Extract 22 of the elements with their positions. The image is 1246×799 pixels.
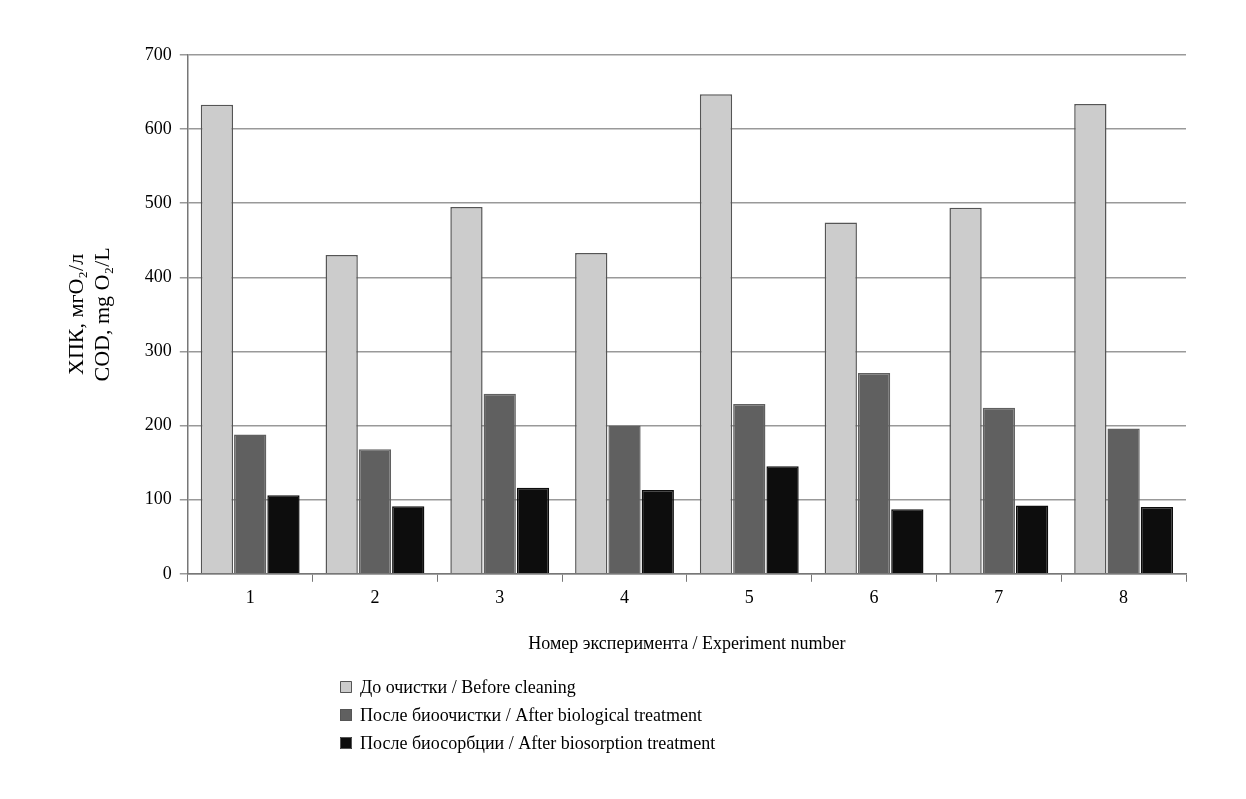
y-tick-label: 600 — [144, 117, 172, 138]
y-tick-label: 400 — [144, 266, 172, 287]
x-tick-label: 6 — [869, 587, 879, 608]
x-tick-label: 2 — [370, 587, 380, 608]
y-tick-label: 0 — [162, 562, 172, 583]
text: COD, mg O₂/L — [89, 247, 115, 382]
x-tick-label: 5 — [744, 587, 754, 608]
x-tick-label: 1 — [245, 587, 255, 608]
x-tick-label: 3 — [495, 587, 505, 608]
y-tick-label: 700 — [144, 43, 172, 64]
y-tick-label: 300 — [144, 340, 172, 361]
x-tick-label: 7 — [994, 587, 1004, 608]
x-tick-label: 8 — [1119, 587, 1129, 608]
x-axis-title: Номер эксперимента / Experiment number — [528, 632, 846, 653]
legend-label: После биосорбции / After biosorption treatment — [360, 732, 716, 753]
y-tick-label: 500 — [144, 191, 172, 212]
x-tick-label: 4 — [620, 587, 630, 608]
text: ХПК, мгО₂/л — [62, 253, 88, 375]
legend-label: После биоочистки / After biological treatment — [360, 704, 703, 725]
y-tick-label: 100 — [144, 488, 172, 509]
y-tick-label: 200 — [144, 414, 172, 435]
legend-label: До очистки / Before cleaning — [360, 676, 576, 697]
